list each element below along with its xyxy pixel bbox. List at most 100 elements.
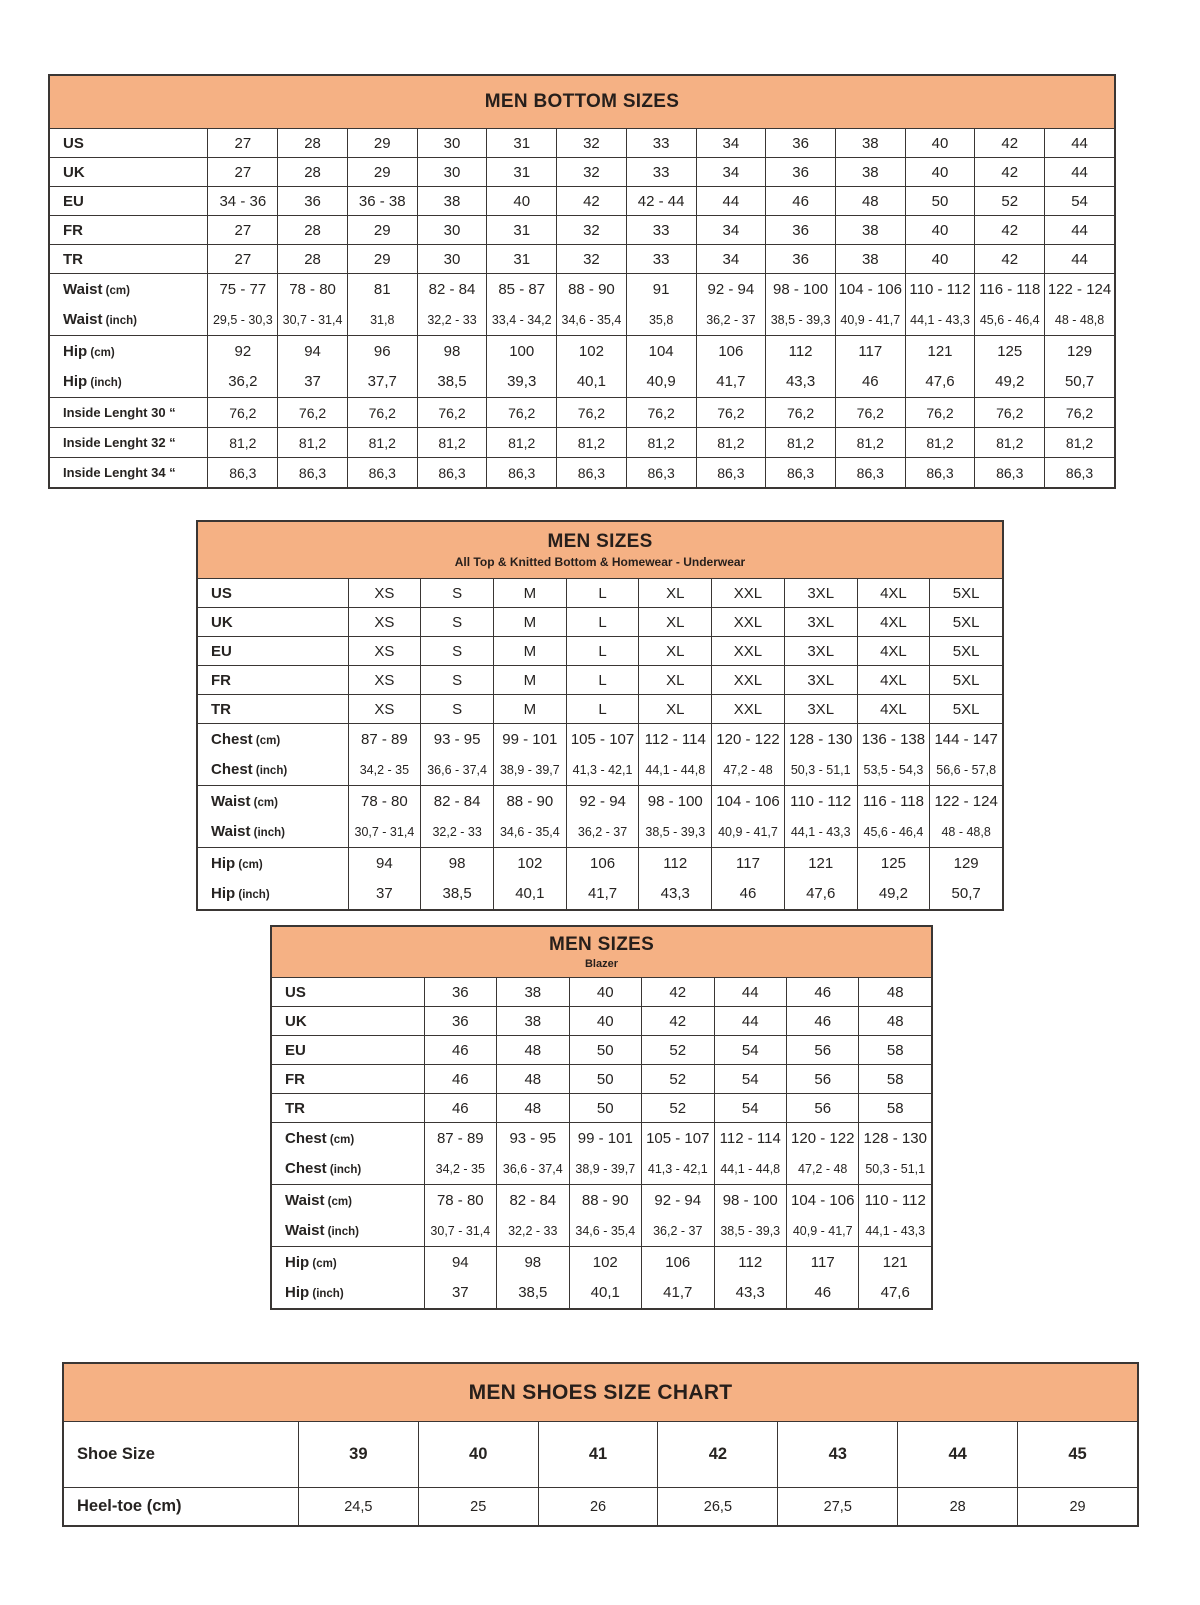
cell-value: 76,2 [416,397,487,427]
cell-value: 27,5 [777,1487,898,1525]
cell-value: 50,7 [929,878,1002,909]
cell-value: XS [347,636,421,665]
cell-value: 36,2 - 37 [695,304,766,335]
cell-value: 44,1 - 44,8 [638,754,711,785]
cell-value: 40 [904,215,975,244]
cell-value: 112 [713,1246,786,1277]
cell-value: 56 [785,1064,859,1093]
cell-value: 46 [423,1064,497,1093]
table-header-band: MEN BOTTOM SIZES [50,76,1114,128]
cell-value: 54 [713,1064,786,1093]
cell-value: L [565,665,639,694]
table-row: EU 46 48 50 52 54 56 58 [272,1035,931,1064]
cell-value: XL [638,578,712,607]
cell-value: 81,2 [346,427,417,457]
cell-value: 4XL [856,694,930,723]
men-sizes-top-grid: US XS S M L XL XXL 3XL 4XL 5XL UK XS S M L XL XXL 3XL 4XL 5… [198,578,1002,909]
cell-value: XL [638,636,712,665]
cell-value: 41,7 [565,878,639,909]
cell-value: 76,2 [346,397,417,427]
row-label-unit: (inch) [235,889,270,901]
row-label: Hip (cm) [50,335,208,366]
cell-value: 98 [496,1246,569,1277]
row-label-unit: (inch) [324,1226,359,1238]
cell-value: 129 [929,847,1002,878]
cell-value: 48 [496,1064,569,1093]
cell-value: 102 [568,1246,642,1277]
cell-value: 116 - 118 [974,273,1045,304]
cell-value: 36,6 - 37,4 [420,754,493,785]
cell-value: 92 [207,335,278,366]
table-row: Waist (inch) 30,7 - 31,4 32,2 - 33 34,6 - 3… [198,816,1002,847]
cell-value: 32 [556,244,626,273]
cell-value: 116 - 118 [856,785,930,816]
row-label: TR [272,1093,424,1122]
cell-value: 86,3 [765,457,835,487]
cell-value: 87 - 89 [347,723,421,754]
cell-value: 36 [765,244,835,273]
cell-value: 87 - 89 [423,1122,497,1153]
cell-value: 40,9 - 41,7 [711,816,784,847]
cell-value: 3XL [783,665,857,694]
cell-value: 76,2 [277,397,347,427]
table-row: EU XS S M L XL XXL 3XL 4XL 5XL [198,636,1002,665]
row-label: Hip (cm) [198,847,348,878]
cell-value: 104 [625,335,696,366]
row-label: FR [272,1064,424,1093]
row-label: Chest (cm) [198,723,348,754]
row-label: UK [198,607,348,636]
cell-value: 98 - 100 [713,1184,786,1215]
cell-value: 100 [486,335,557,366]
cell-value: 86,3 [416,457,487,487]
cell-value: 44,1 - 43,3 [904,304,975,335]
cell-value: 30 [416,157,487,186]
cell-value: 98 [420,847,493,878]
cell-value: 38 [834,128,905,157]
row-label: Waist (cm) [50,273,208,304]
cell-value: 41,3 - 42,1 [641,1153,713,1184]
table-grid: Shoe Size 39 40 41 42 43 44 45 Heel-toe (cm) 24,5… [64,1421,1137,1525]
cell-value: 34 [695,128,766,157]
cell-value: 27 [207,215,278,244]
cell-value: 26 [537,1487,658,1525]
cell-value: 40 [904,128,975,157]
row-label: Heel-toe (cm) [64,1487,298,1525]
cell-value: 29,5 - 30,3 [207,304,277,335]
cell-value: 98 - 100 [765,273,835,304]
cell-value: 85 - 87 [486,273,557,304]
cell-value: 86,3 [695,457,766,487]
row-label-unit: (inch) [87,377,122,389]
cell-value: 27 [207,244,278,273]
cell-value: 43 [777,1421,898,1487]
men-shoes-size-chart-table: MEN SHOES SIZE CHART Shoe Size 39 40 41 42 43… [62,1362,1139,1527]
table-row: Inside Lenght 30 “76,2 76,2 76,2 76,2 76,2 76… [50,397,1114,427]
cell-value: 86,3 [346,457,417,487]
cell-value: 121 [904,335,975,366]
row-label-unit: (inch) [102,315,137,327]
cell-value: 37,7 [346,366,417,397]
table-row: TR XS S M L XL XXL 3XL 4XL 5XL [198,694,1002,723]
cell-value: 122 - 124 [929,785,1002,816]
cell-value: 47,6 [904,366,975,397]
row-label-unit: (inch) [252,765,288,777]
cell-value: 42 [641,977,714,1006]
row-label-unit: (cm) [252,734,281,747]
row-label: TR [50,244,208,273]
cell-value: 28 [277,215,347,244]
cell-value: 104 - 106 [785,1184,859,1215]
cell-value: 37 [347,878,421,909]
row-label: Shoe Size [64,1421,298,1487]
cell-value: 42 [974,244,1045,273]
row-label-unit: (cm) [326,1133,355,1146]
cell-value: 44 [1044,215,1114,244]
cell-value: 36,6 - 37,4 [496,1153,568,1184]
row-label: Waist (inch) [211,823,285,840]
table-row: Waist (cm) 78 - 80 82 - 84 88 - 90 92 - 94 98… [272,1184,931,1215]
cell-value: 42 [974,215,1045,244]
row-label: EU [198,636,348,665]
cell-value: 3XL [783,578,857,607]
cell-value: 44,1 - 43,3 [858,1215,931,1246]
cell-value: 78 - 80 [423,1184,497,1215]
cell-value: 48 [496,1093,569,1122]
cell-value: 106 [695,335,766,366]
